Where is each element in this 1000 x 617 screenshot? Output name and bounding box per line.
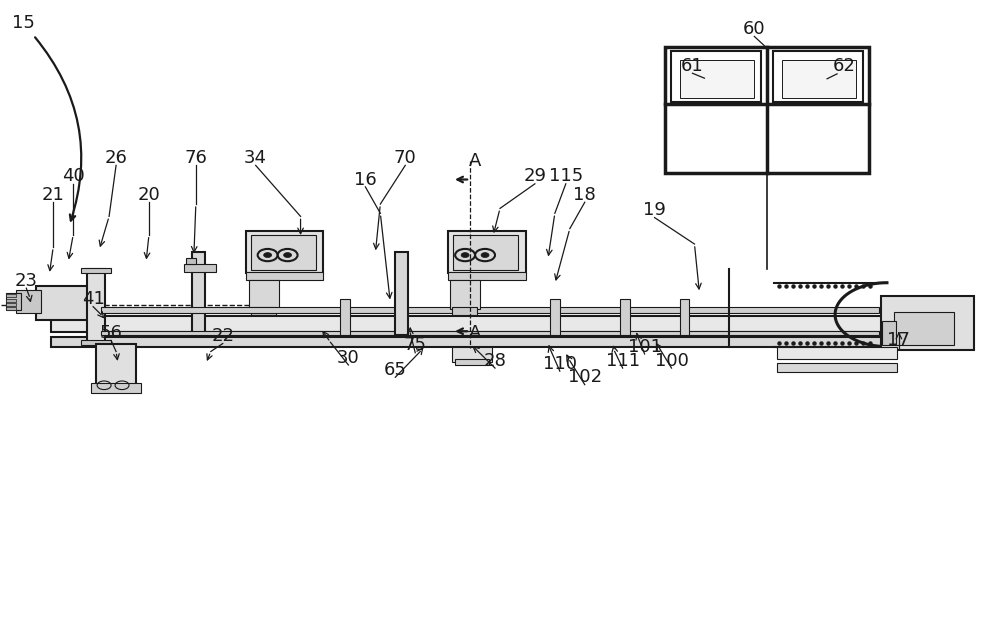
- Bar: [186, 258, 196, 264]
- Bar: [16, 290, 41, 313]
- Bar: [184, 264, 216, 271]
- Bar: [192, 252, 205, 335]
- Bar: [448, 231, 526, 273]
- Text: 76: 76: [184, 149, 207, 167]
- Bar: [448, 271, 526, 280]
- Circle shape: [284, 252, 292, 257]
- Bar: [777, 363, 897, 372]
- Bar: [455, 359, 489, 365]
- Text: 70: 70: [394, 149, 417, 167]
- Bar: [550, 299, 560, 335]
- Bar: [450, 280, 480, 308]
- Text: 20: 20: [138, 186, 160, 204]
- Bar: [453, 235, 518, 270]
- Circle shape: [461, 252, 469, 257]
- Text: 15: 15: [12, 14, 35, 32]
- Bar: [665, 48, 869, 173]
- Bar: [91, 383, 141, 393]
- Bar: [96, 344, 136, 385]
- Bar: [6, 294, 16, 297]
- Text: 111: 111: [606, 352, 640, 370]
- Text: 16: 16: [354, 170, 377, 189]
- Bar: [882, 321, 896, 346]
- Bar: [87, 268, 105, 346]
- Text: 29: 29: [523, 167, 546, 186]
- Text: 28: 28: [484, 352, 506, 370]
- Bar: [395, 252, 408, 335]
- Bar: [6, 307, 16, 310]
- Bar: [777, 347, 897, 359]
- Circle shape: [481, 252, 489, 257]
- Bar: [51, 337, 899, 347]
- Bar: [6, 303, 16, 306]
- Text: 56: 56: [100, 324, 123, 342]
- Bar: [251, 307, 276, 315]
- Bar: [340, 299, 350, 335]
- Text: 65: 65: [384, 361, 407, 379]
- Bar: [101, 307, 879, 313]
- Text: 41: 41: [82, 290, 105, 308]
- Text: 62: 62: [833, 57, 855, 75]
- Circle shape: [264, 252, 272, 257]
- Bar: [452, 307, 477, 315]
- Text: 101: 101: [628, 337, 662, 355]
- Text: 61: 61: [681, 57, 704, 75]
- Bar: [6, 293, 21, 310]
- Text: 22: 22: [211, 327, 234, 345]
- Text: 60: 60: [743, 20, 766, 38]
- Text: 75: 75: [404, 336, 427, 354]
- Text: 110: 110: [543, 355, 577, 373]
- Bar: [452, 347, 492, 362]
- Bar: [101, 331, 879, 335]
- Bar: [36, 286, 91, 320]
- Text: A: A: [469, 324, 481, 342]
- Bar: [81, 268, 111, 273]
- Bar: [246, 271, 323, 280]
- Text: 40: 40: [62, 167, 85, 186]
- Text: 100: 100: [655, 352, 688, 370]
- Bar: [782, 60, 856, 98]
- Bar: [81, 341, 111, 346]
- Text: 23: 23: [15, 272, 38, 290]
- Bar: [6, 299, 16, 302]
- Text: 26: 26: [105, 149, 128, 167]
- Bar: [51, 316, 899, 332]
- Text: A: A: [469, 152, 481, 170]
- Bar: [249, 280, 279, 308]
- Bar: [620, 299, 630, 335]
- Text: 19: 19: [643, 201, 666, 219]
- Text: 102: 102: [568, 368, 602, 386]
- Text: 30: 30: [337, 349, 360, 366]
- Bar: [773, 51, 863, 102]
- Bar: [671, 51, 761, 102]
- Bar: [894, 312, 954, 346]
- Bar: [881, 296, 974, 350]
- Bar: [246, 231, 323, 273]
- Bar: [251, 235, 316, 270]
- Text: 21: 21: [42, 186, 65, 204]
- Bar: [680, 299, 689, 335]
- Text: 115: 115: [549, 167, 583, 186]
- Text: 18: 18: [573, 186, 596, 204]
- Text: 17: 17: [887, 331, 910, 349]
- Bar: [680, 60, 754, 98]
- Text: 34: 34: [244, 149, 267, 167]
